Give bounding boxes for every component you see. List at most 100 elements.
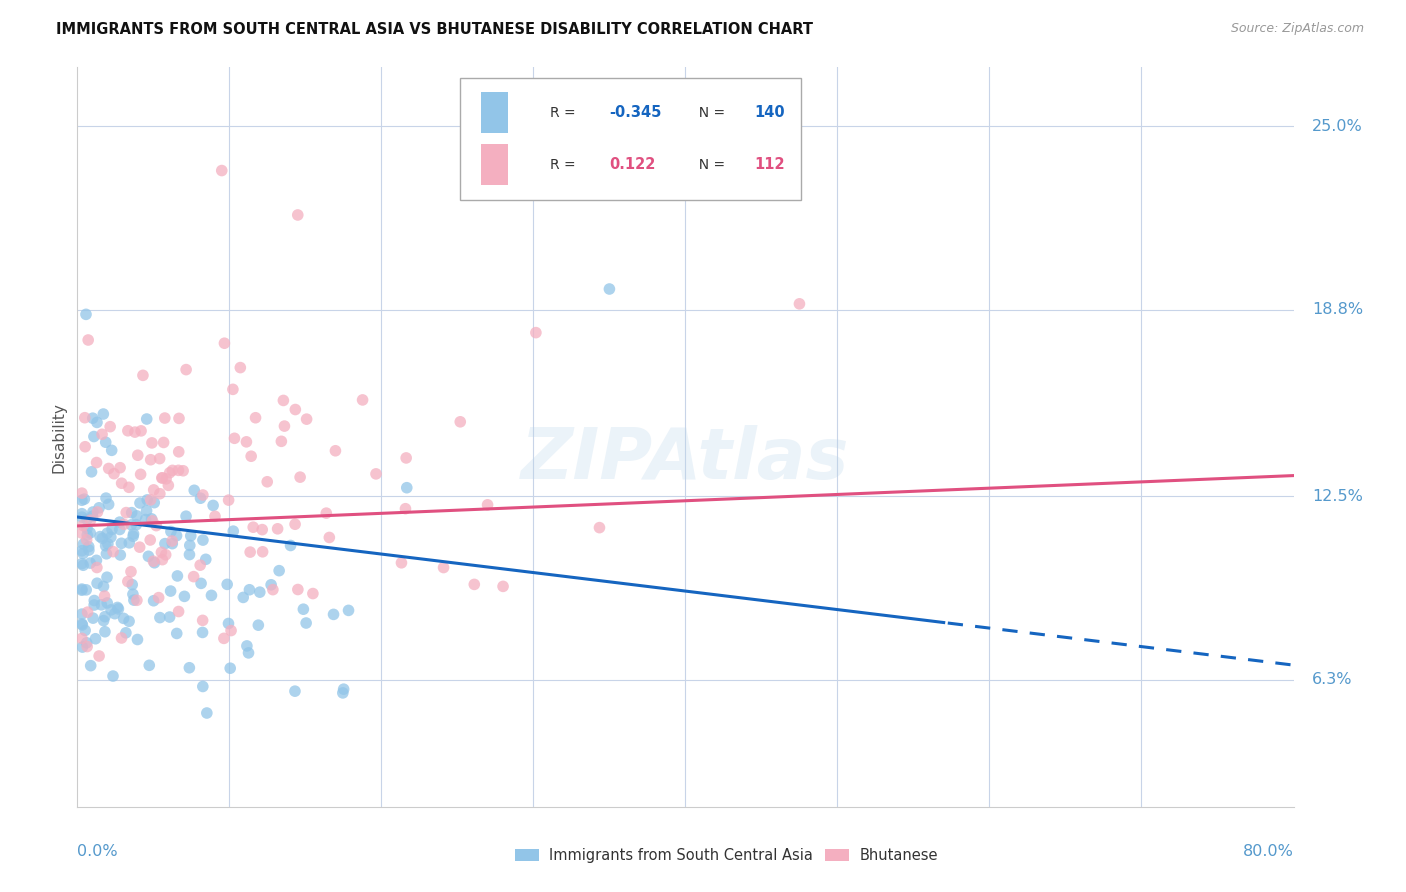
- Point: [142, 593, 165, 607]
- Point: [167, 463, 190, 477]
- Point: [120, 517, 142, 532]
- Point: [179, 548, 201, 562]
- Point: [82, 509, 104, 524]
- Point: [125, 517, 148, 532]
- Point: [132, 368, 155, 383]
- Point: [200, 588, 222, 602]
- Point: [77, 543, 100, 558]
- Point: [72, 618, 94, 632]
- Point: [110, 536, 132, 550]
- Point: [153, 411, 176, 425]
- Point: [364, 467, 387, 481]
- Point: [302, 586, 325, 600]
- Point: [129, 496, 152, 510]
- Point: [322, 607, 344, 622]
- Point: [89, 530, 111, 544]
- Point: [218, 616, 240, 631]
- Point: [159, 610, 181, 624]
- Point: [524, 326, 547, 340]
- Point: [97, 537, 120, 551]
- Point: [70, 616, 93, 631]
- Point: [91, 407, 114, 421]
- Point: [86, 505, 108, 519]
- Point: [141, 514, 163, 528]
- Point: [77, 540, 100, 554]
- Point: [395, 481, 418, 495]
- Point: [77, 333, 100, 347]
- Point: [145, 518, 167, 533]
- Point: [142, 483, 165, 497]
- Point: [80, 465, 103, 479]
- Point: [166, 529, 188, 543]
- Point: [432, 560, 454, 574]
- Point: [104, 607, 127, 621]
- Point: [93, 614, 115, 628]
- Text: 140: 140: [755, 105, 786, 120]
- Point: [98, 419, 121, 434]
- Point: [789, 297, 811, 311]
- Point: [70, 582, 93, 596]
- Point: [222, 524, 245, 538]
- Point: [122, 527, 145, 541]
- Point: [117, 574, 139, 589]
- Point: [121, 577, 143, 591]
- Point: [118, 615, 141, 629]
- Point: [449, 415, 471, 429]
- Point: [149, 451, 172, 466]
- Point: [75, 440, 97, 454]
- Point: [97, 497, 120, 511]
- Point: [245, 410, 267, 425]
- Point: [190, 491, 212, 506]
- Point: [167, 445, 190, 459]
- Point: [155, 548, 177, 562]
- Point: [100, 443, 122, 458]
- Point: [188, 558, 211, 573]
- Point: [238, 582, 260, 597]
- Point: [143, 556, 166, 570]
- Point: [152, 435, 174, 450]
- Point: [135, 504, 157, 518]
- Point: [239, 545, 262, 559]
- Point: [70, 557, 93, 571]
- Point: [96, 526, 118, 541]
- Point: [70, 543, 93, 558]
- Point: [191, 613, 214, 627]
- Point: [174, 362, 197, 376]
- Point: [332, 682, 354, 697]
- Point: [94, 539, 117, 553]
- Point: [150, 471, 173, 485]
- Point: [211, 163, 233, 178]
- Point: [70, 607, 93, 621]
- Point: [224, 431, 246, 445]
- Point: [127, 632, 149, 647]
- Point: [477, 498, 499, 512]
- Point: [240, 449, 263, 463]
- Point: [588, 521, 610, 535]
- Point: [295, 412, 318, 426]
- Point: [86, 456, 108, 470]
- Point: [270, 434, 292, 449]
- Point: [236, 639, 259, 653]
- Point: [139, 452, 162, 467]
- Point: [100, 530, 122, 544]
- Point: [73, 410, 96, 425]
- Point: [70, 486, 93, 500]
- Point: [76, 640, 98, 654]
- Point: [129, 467, 152, 482]
- Y-axis label: Disability: Disability: [51, 401, 66, 473]
- Point: [152, 471, 174, 485]
- Point: [222, 382, 245, 396]
- Point: [148, 591, 170, 605]
- Point: [238, 646, 260, 660]
- Text: N =: N =: [690, 106, 730, 120]
- Point: [352, 392, 374, 407]
- Point: [75, 624, 97, 638]
- Point: [76, 512, 98, 526]
- Point: [284, 517, 307, 532]
- Point: [86, 553, 108, 567]
- Point: [218, 493, 240, 508]
- Point: [91, 532, 114, 546]
- Point: [152, 552, 174, 566]
- Point: [121, 506, 143, 520]
- Point: [120, 565, 142, 579]
